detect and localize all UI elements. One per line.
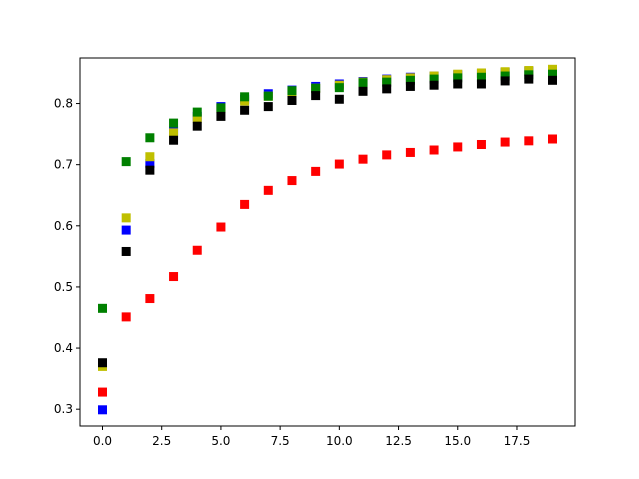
data-point bbox=[169, 118, 179, 128]
data-point bbox=[453, 79, 463, 89]
data-point bbox=[548, 75, 557, 85]
series-4 bbox=[98, 74, 557, 368]
data-point bbox=[145, 294, 155, 304]
data-point bbox=[192, 245, 202, 255]
data-point bbox=[121, 225, 131, 235]
data-point bbox=[121, 312, 131, 322]
data-point bbox=[500, 71, 510, 81]
data-point bbox=[216, 111, 226, 121]
data-point bbox=[405, 81, 415, 91]
data-point bbox=[311, 83, 321, 93]
data-point bbox=[145, 165, 155, 175]
data-point bbox=[548, 69, 557, 79]
plot-area-frame bbox=[79, 57, 576, 427]
y-tick-label: 0.3 bbox=[54, 402, 73, 416]
data-point bbox=[382, 77, 392, 87]
data-point bbox=[334, 83, 344, 93]
data-point bbox=[263, 185, 273, 195]
series-3 bbox=[98, 69, 557, 313]
data-point bbox=[192, 107, 202, 117]
data-point bbox=[216, 222, 226, 232]
data-point bbox=[121, 246, 131, 256]
data-point bbox=[334, 159, 344, 169]
data-point bbox=[263, 91, 273, 101]
data-point bbox=[358, 154, 368, 164]
data-point bbox=[121, 213, 131, 223]
data-point bbox=[405, 147, 415, 157]
data-point bbox=[358, 78, 368, 88]
data-points bbox=[98, 64, 557, 415]
data-point bbox=[453, 142, 463, 152]
data-point bbox=[98, 405, 107, 415]
data-point bbox=[192, 121, 202, 131]
data-point bbox=[524, 74, 534, 84]
data-point bbox=[311, 91, 321, 101]
data-point bbox=[476, 139, 486, 149]
data-point bbox=[121, 157, 131, 167]
x-tick-label: 7.5 bbox=[271, 434, 290, 448]
data-point bbox=[548, 64, 557, 74]
data-point bbox=[382, 84, 392, 94]
data-point bbox=[405, 75, 415, 85]
y-axis-ticks: 0.3 0.4 0.5 0.6 0.7 0.8 bbox=[54, 97, 80, 416]
x-tick-label: 2.5 bbox=[152, 434, 171, 448]
x-tick-label: 15.0 bbox=[444, 434, 471, 448]
x-tick-label: 10.0 bbox=[326, 434, 353, 448]
data-point bbox=[476, 79, 486, 89]
data-point bbox=[169, 128, 179, 138]
data-point bbox=[192, 113, 202, 123]
y-tick-label: 0.4 bbox=[54, 341, 73, 355]
data-point bbox=[358, 86, 368, 96]
data-point bbox=[334, 94, 344, 104]
data-point bbox=[311, 166, 321, 176]
data-point bbox=[145, 158, 155, 168]
data-point bbox=[500, 76, 510, 86]
data-point bbox=[145, 152, 155, 162]
data-point bbox=[548, 134, 557, 144]
data-point bbox=[263, 102, 273, 112]
y-tick-label: 0.6 bbox=[54, 219, 73, 233]
data-point bbox=[240, 105, 250, 115]
data-point bbox=[287, 86, 297, 96]
data-point bbox=[476, 72, 486, 82]
x-tick-label: 0.0 bbox=[93, 434, 112, 448]
x-tick-label: 17.5 bbox=[504, 434, 531, 448]
y-tick-label: 0.5 bbox=[54, 280, 73, 294]
data-point bbox=[169, 135, 179, 145]
x-axis-ticks: 0.0 2.5 5.0 7.5 10.0 12.5 15.0 17.5 bbox=[93, 426, 530, 448]
series-0 bbox=[98, 134, 557, 397]
data-point bbox=[287, 95, 297, 105]
data-point bbox=[453, 73, 463, 83]
data-point bbox=[524, 136, 534, 146]
data-point bbox=[98, 303, 107, 313]
data-point bbox=[500, 137, 510, 147]
data-point bbox=[287, 176, 297, 186]
y-tick-label: 0.7 bbox=[54, 158, 73, 172]
y-tick-label: 0.8 bbox=[54, 97, 73, 111]
data-point bbox=[429, 80, 439, 90]
x-tick-label: 5.0 bbox=[211, 434, 230, 448]
data-point bbox=[98, 358, 107, 368]
x-tick-label: 12.5 bbox=[385, 434, 412, 448]
data-point bbox=[240, 199, 250, 209]
data-point bbox=[429, 145, 439, 155]
data-point bbox=[382, 150, 392, 160]
data-point bbox=[145, 133, 155, 143]
data-point bbox=[169, 272, 179, 282]
data-point bbox=[429, 74, 439, 84]
data-point bbox=[240, 92, 250, 102]
data-point bbox=[98, 387, 107, 397]
data-point bbox=[216, 103, 226, 113]
